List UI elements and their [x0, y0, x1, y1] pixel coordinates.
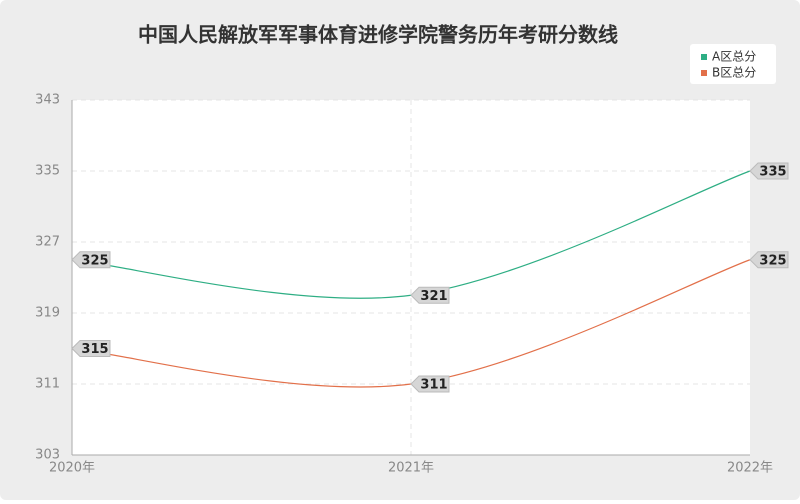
data-label: 321 — [420, 289, 447, 304]
x-tick-label: 2021年 — [388, 461, 434, 476]
data-label-bg — [71, 251, 111, 269]
data-label: 335 — [759, 165, 786, 180]
y-tick-label: 303 — [35, 448, 60, 463]
data-label-bg — [749, 251, 789, 269]
data-label-bg — [71, 340, 111, 357]
data-label: 315 — [81, 342, 108, 357]
data-label: 325 — [759, 253, 786, 268]
x-tick-label: 2022年 — [727, 461, 773, 476]
data-label-bg — [410, 286, 450, 304]
plot-area — [72, 100, 750, 455]
x-tick-label: 2020年 — [49, 461, 95, 476]
legend-label: B区总分 — [712, 66, 756, 80]
y-tick-label: 335 — [35, 164, 60, 179]
y-tick-label: 327 — [35, 235, 60, 250]
y-tick-label: 311 — [35, 377, 60, 392]
legend-box — [690, 44, 776, 84]
chart-title: 中国人民解放军军事体育进修学院警务历年考研分数线 — [138, 23, 618, 47]
data-label-bg — [410, 375, 450, 393]
data-label: 311 — [420, 378, 447, 393]
legend-swatch — [701, 54, 707, 60]
legend-label: A区总分 — [712, 50, 756, 64]
y-tick-label: 319 — [35, 306, 60, 321]
y-tick-label: 343 — [35, 93, 60, 108]
legend-swatch — [701, 70, 707, 76]
data-label-bg — [749, 162, 789, 180]
data-label: 325 — [81, 253, 108, 268]
